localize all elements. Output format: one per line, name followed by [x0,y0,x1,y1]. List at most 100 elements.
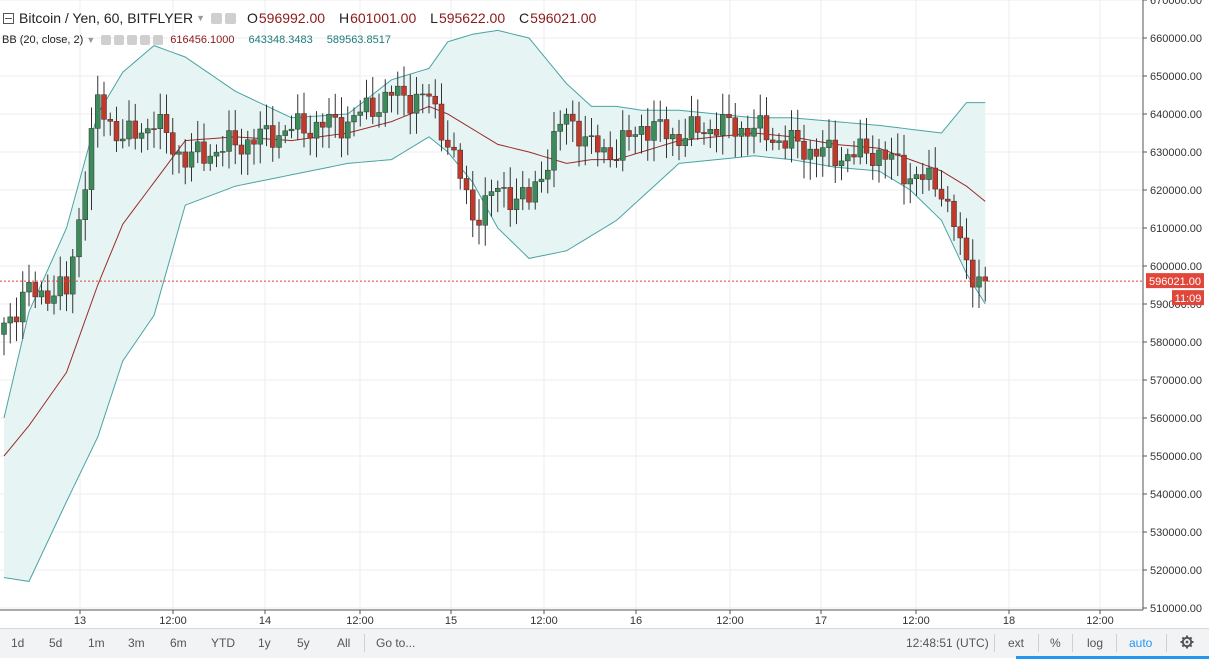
candle [276,121,282,159]
candlestick-series [1,66,988,356]
range-5y[interactable]: 5y [297,636,310,650]
range-3m[interactable]: 3m [128,636,145,650]
candle-body [857,138,863,158]
candle-body [913,174,920,179]
candle-body [770,139,776,143]
candle-body [7,316,13,324]
candle [763,97,770,152]
candle-body [26,282,32,293]
candle-body [13,316,20,323]
candle-body [813,148,820,157]
candle-body [170,132,176,155]
candle-body [157,114,163,129]
visibility-icon[interactable] [101,35,112,45]
chevron-down-icon[interactable]: ▼ [86,35,96,45]
candle-body [451,146,457,151]
candle [601,138,607,164]
auto-toggle[interactable]: auto [1129,636,1153,650]
candle [151,111,157,148]
candle [620,110,626,172]
candle [213,144,220,168]
candle [138,123,145,153]
price-tick-label: 540000.00 [1150,489,1202,501]
candle [632,126,638,154]
candle [726,94,732,139]
candle [788,110,795,163]
candle-body [782,140,788,149]
bb-basis-line [3,105,986,457]
symbol-title[interactable]: Bitcoin / Yen, 60, BITFLYER [19,10,194,26]
open-value: 596992.00 [258,10,326,26]
candle-body [63,276,70,295]
candle-body [895,153,901,156]
bb-label[interactable]: BB (20, close, 2) [2,34,84,46]
percent-toggle[interactable]: % [1050,636,1061,650]
candle [501,172,507,208]
range-5d[interactable]: 5d [49,636,63,650]
range-6m[interactable]: 6m [170,636,187,650]
candle-body [538,178,545,182]
utc-clock[interactable]: 12:48:51 (UTC) [906,636,989,650]
candle-body [88,128,95,190]
price-chart[interactable]: 670000.00 660000.00 650000.00 640000.00 6300… [0,0,1209,628]
gear-icon[interactable] [1180,635,1194,649]
current-price-tag [1146,273,1204,289]
candle-body [388,91,395,96]
candle [226,110,232,169]
log-toggle[interactable]: log [1087,636,1104,650]
visibility-icon[interactable] [224,12,236,24]
range-all[interactable]: All [337,636,351,650]
candle-body [357,111,363,116]
range-1m[interactable]: 1m [88,636,105,650]
candle [101,81,107,137]
candle-body [776,140,782,143]
price-tick-label: 630000.00 [1150,147,1202,159]
candle-body [907,178,913,185]
candle [170,117,176,175]
price-tick-label: 610000.00 [1150,223,1202,235]
candle [82,171,88,241]
candle-body [851,154,857,158]
divider [364,634,365,652]
candle-body [1,322,7,335]
settings-icon[interactable] [114,35,125,45]
candle-body [838,160,845,167]
range-1y[interactable]: 1y [258,636,271,650]
candle [132,103,138,150]
time-tick-label: 12:00 [1086,615,1114,627]
candle-body [413,93,420,114]
candle-body [257,128,263,145]
candle [851,140,857,165]
candle [870,135,876,180]
candle [945,186,951,213]
candle-body [232,130,238,146]
candle [238,128,245,175]
candle-body [488,191,495,196]
candle-body [126,120,132,140]
candle-body [582,136,588,147]
candle [370,77,376,125]
candle [676,119,682,161]
candle [845,148,851,173]
candle-body [438,103,445,141]
divider [1072,634,1073,652]
more-icon[interactable] [140,35,151,45]
close-icon[interactable] [153,35,164,45]
candle [13,297,20,342]
candle-body [363,97,370,113]
range-ytd[interactable]: YTD [211,636,235,650]
goto-button[interactable]: Go to... [376,636,416,650]
candle [613,139,620,168]
price-tick-label: 570000.00 [1150,375,1202,387]
collapse-legend-icon[interactable] [3,12,14,24]
plus-icon[interactable] [127,35,138,45]
chevron-down-icon[interactable]: ▼ [196,13,205,23]
settings-icon[interactable] [210,12,222,24]
range-1d[interactable]: 1d [11,636,25,650]
ext-toggle[interactable]: ext [1008,636,1025,650]
candle [195,120,201,164]
time-tick-label: 14 [259,615,271,627]
price-tick-label: 520000.00 [1150,565,1202,577]
candle-body [313,121,320,139]
candle-body [720,114,726,136]
